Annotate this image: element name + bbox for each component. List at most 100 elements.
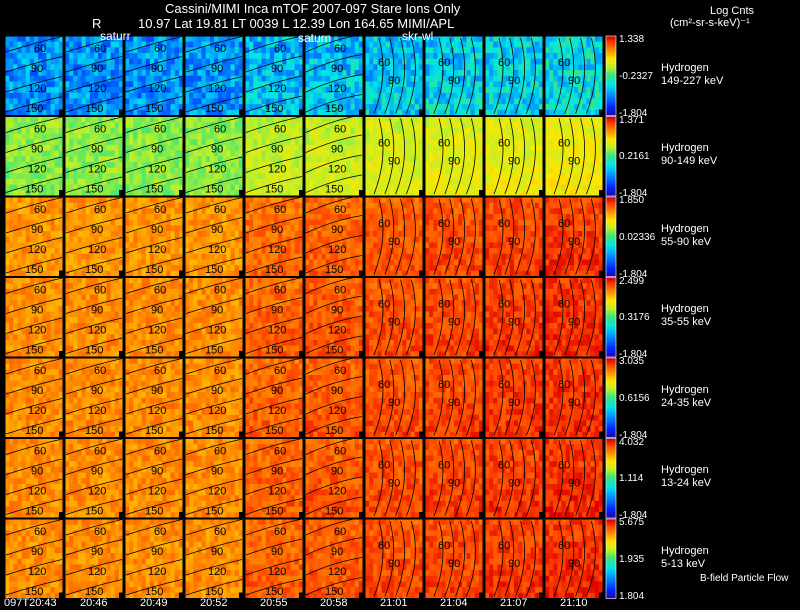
colorbar (605, 196, 617, 277)
heatmap-panel: 60 90 120 150 (244, 518, 309, 601)
heatmap-panel: 60 90 120 150 (64, 438, 129, 520)
pitch-angle-label: 60 (94, 365, 106, 377)
pitch-angle-label: 150 (85, 586, 103, 598)
heatmap-panel: 60 90 120 150 (304, 275, 369, 359)
pitch-angle-label: 60 (558, 138, 570, 150)
pitch-angle-label: 60 (34, 285, 46, 297)
panel-marker (239, 351, 249, 359)
x-tick-label: 097T20:43 (4, 597, 57, 609)
heatmap-panel: 60 90 (364, 277, 429, 359)
pitch-angle-label: 60 (154, 526, 166, 538)
pitch-angle-label: 90 (508, 478, 520, 490)
pitch-angle-label: 60 (274, 526, 286, 538)
panel-marker (539, 190, 549, 198)
pitch-angle-label: 90 (568, 317, 580, 329)
heatmap-panel: 60 90 (424, 438, 489, 520)
heatmap-panel: 60 90 (424, 196, 489, 279)
panel-marker (179, 270, 189, 279)
pitch-angle-label: 90 (91, 63, 103, 75)
pitch-angle-label: 150 (25, 103, 43, 115)
panel-marker (599, 431, 609, 440)
band-energy-label: 55-90 keV (661, 235, 712, 248)
heatmap-panel: 60 90 (484, 277, 549, 359)
pitch-angle-label: 90 (448, 75, 460, 87)
panel-marker (359, 512, 369, 520)
pitch-angle-label: 120 (328, 83, 346, 95)
colorbar (605, 518, 617, 599)
colorbar-mid-label: -0.2327 (619, 70, 653, 82)
heatmap-panel: 60 90 120 150 (184, 357, 249, 440)
pitch-angle-label: 60 (438, 299, 450, 311)
pitch-angle-label: 150 (265, 506, 283, 518)
panel-marker (119, 592, 129, 601)
pitch-angle-label: 90 (331, 224, 343, 236)
pitch-angle-label: 120 (148, 325, 166, 337)
pitch-angle-label: 90 (211, 546, 223, 558)
pitch-angle-label: 90 (388, 317, 400, 329)
heatmap-panel: 60 90 120 150 (124, 438, 189, 520)
pitch-angle-label: 60 (438, 138, 450, 150)
pitch-angle-label: 60 (94, 285, 106, 297)
pitch-angle-label: 60 (274, 446, 286, 458)
pitch-angle-label: 120 (88, 325, 106, 337)
panel-marker (599, 270, 609, 279)
pitch-angle-label: 90 (211, 385, 223, 397)
pitch-angle-label: 120 (208, 83, 226, 95)
colorbar-mid-label: 1.935 (619, 553, 645, 565)
pitch-angle-label: 120 (148, 83, 166, 95)
pitch-angle-label: 150 (325, 506, 343, 518)
pitch-angle-label: 90 (91, 224, 103, 236)
pitch-angle-label: 120 (148, 244, 166, 256)
pitch-angle-label: 150 (265, 264, 283, 276)
panel-marker (599, 109, 609, 118)
pitch-angle-label: 60 (438, 460, 450, 472)
band-energy-label: 90-149 keV (661, 155, 718, 168)
pitch-angle-label: 90 (31, 224, 43, 236)
panel-marker (599, 351, 609, 359)
heatmap-panel: 60 90 120 150 (184, 116, 249, 198)
heatmap-panel: 60 90 120 150 (64, 277, 129, 359)
colorbar (605, 116, 617, 197)
pitch-angle-label: 120 (28, 486, 46, 498)
panel-marker (479, 512, 489, 520)
panel-marker (299, 190, 309, 198)
x-tick-label: 21:01 (380, 597, 408, 609)
panel-marker (179, 592, 189, 601)
pitch-angle-label: 90 (508, 558, 520, 570)
pitch-angle-label: 120 (328, 486, 346, 498)
panel-marker (479, 190, 489, 198)
pitch-angle-label: 60 (334, 124, 346, 136)
pitch-angle-label: 60 (154, 446, 166, 458)
heatmap-panel: 60 90 120 150 (244, 438, 309, 520)
pitch-angle-label: 60 (378, 57, 390, 69)
pitch-angle-label: 150 (25, 506, 43, 518)
pitch-angle-label: 60 (498, 57, 510, 69)
pitch-angle-label: 60 (378, 299, 390, 311)
panel-marker (59, 512, 69, 520)
heatmap-panel: 60 90 120 150 (124, 518, 189, 601)
pitch-angle-label: 150 (265, 345, 283, 357)
pitch-angle-label: 90 (508, 236, 520, 248)
panel-marker (59, 109, 69, 118)
heatmap-panel: 60 90 120 150 (244, 35, 309, 118)
pitch-angle-label: 60 (154, 43, 166, 55)
panel-marker (59, 190, 69, 198)
pitch-angle-label: 90 (211, 144, 223, 156)
pitch-angle-label: 120 (28, 405, 46, 417)
pitch-angle-label: 60 (34, 43, 46, 55)
pitch-angle-label: 90 (388, 156, 400, 168)
panel-marker (359, 270, 369, 279)
pitch-angle-label: 90 (388, 397, 400, 409)
pitch-angle-label: 60 (378, 379, 390, 391)
pitch-angle-label: 90 (388, 236, 400, 248)
panel-marker (239, 431, 249, 440)
heatmap-panel: 60 90 120 150 (4, 196, 69, 279)
overlay-label-skr: skr-wl (402, 29, 434, 43)
panel-marker (419, 512, 429, 520)
heatmap-panel: 60 90 120 150 (4, 518, 69, 601)
pitch-angle-label: 120 (28, 244, 46, 256)
heatmap-panel: 60 90 120 150 (184, 518, 249, 601)
panel-marker (479, 109, 489, 118)
panel-marker (119, 431, 129, 440)
heatmap-panel: 60 90 (544, 35, 609, 118)
